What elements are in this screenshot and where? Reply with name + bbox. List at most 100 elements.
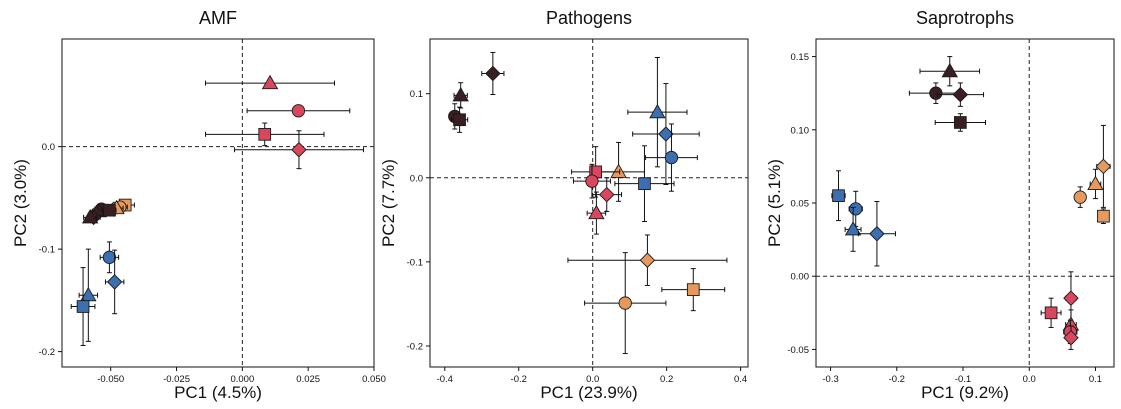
x-tick-label: -0.2 [511,374,527,385]
data-point [614,145,675,223]
x-axis-label: PC1 (4.5%) [174,383,262,402]
data-point [78,248,99,342]
red-circle-marker [585,174,599,188]
data-point [934,113,987,132]
data-point [1087,168,1104,200]
orange-triangle-marker [1087,175,1104,190]
data-point [592,141,645,202]
data-point [452,82,469,109]
y-tick-label: -0.1 [39,245,55,256]
x-tick-label: -0.3 [822,374,838,385]
data-point [233,130,364,170]
y-tick-label: 0.00 [791,272,810,283]
y-axis-label: PC2 (7.7%) [379,159,398,247]
dark-square-marker [954,116,967,129]
y-axis-label: PC2 (3.0%) [11,159,30,247]
data-point [102,203,117,217]
panel-title: AMF [199,8,237,28]
x-tick-label: 0.050 [362,374,386,385]
data-point [591,177,623,212]
x-tick-label: 0.0 [1023,374,1036,385]
y-tick-label: 0.0 [410,173,423,184]
data-point [1040,297,1062,328]
data-point [586,191,607,235]
data-point [81,209,99,224]
y-tick-label: -0.2 [39,347,55,358]
x-tick-label: 0.2 [660,374,673,385]
blue-square-marker [832,189,845,203]
red-triangle-marker [588,204,605,220]
blue-circle-marker [664,150,679,165]
data-point [104,249,125,315]
data-point [831,170,846,222]
orange-square-marker [686,283,700,296]
red-diamond-marker [1063,290,1079,306]
y-tick-label: 0.05 [791,199,810,210]
data-point [645,123,698,192]
y-tick-label: 0.10 [791,125,810,136]
orange-triangle-marker [610,163,627,178]
panel-title: Pathogens [546,8,632,28]
dark-triangle-marker [452,87,469,102]
dark-diamond-marker [952,86,969,103]
data-point [844,206,862,252]
x-tick-label: 0.0 [586,374,599,385]
y-tick-label: -0.2 [407,341,423,352]
blue-square-marker [638,177,651,190]
y-tick-label: 0.15 [791,52,810,63]
data-point [567,234,728,286]
plot-frame [61,38,375,368]
data-point [1095,124,1112,208]
data-point [70,267,96,346]
x-tick-label: -0.1 [955,374,971,385]
orange-diamond-marker [1095,158,1112,175]
plot-frame [815,38,1115,368]
data-points [70,74,364,346]
red-diamond-marker [291,141,307,158]
orange-circle-marker [1073,190,1087,204]
blue-circle-marker [102,250,117,264]
x-axis-label: PC1 (9.2%) [921,383,1009,402]
data-point [908,82,963,104]
data-point [919,56,981,87]
panel-title: Saprotrophs [916,8,1014,28]
data-point [204,122,325,147]
panel-0: AMF -0.050 -0.025 0.000 0.025 0.050 -0.2 -0.1 0.… [11,8,386,402]
x-tick-label: 0.025 [296,374,320,385]
blue-diamond-marker [869,225,885,242]
data-point [204,74,336,90]
panel-2: Saprotrophs -0.3 -0.2 -0.1 0.0 0.1 -0.05 0.00 0.… [765,8,1115,402]
data-point [450,106,469,133]
x-tick-label: -0.050 [97,374,124,385]
x-tick-label: -0.4 [437,374,453,385]
x-tick-label: 0.000 [230,374,254,385]
x-tick-label: 0.1 [1089,374,1102,385]
data-point [571,146,621,198]
dark-triangle-marker [941,62,958,78]
x-tick-label: -0.025 [163,374,190,385]
red-square-marker [258,127,272,141]
data-point [99,241,120,274]
data-point [584,252,667,355]
data-point [1073,186,1087,208]
y-tick-label: -0.1 [407,257,423,268]
dark-square-marker [453,113,466,127]
orange-square-marker [1097,209,1110,223]
blue-circle-marker [849,202,863,216]
red-diamond-marker [598,186,615,203]
x-axis-label: PC1 (23.9%) [540,383,637,402]
orange-circle-marker [618,296,632,310]
y-tick-label: 0.1 [410,89,423,100]
y-tick-label: 0.0 [42,142,55,153]
data-point [1063,325,1079,350]
data-point [1097,208,1110,224]
orange-diamond-marker [639,252,656,268]
data-point [661,268,726,312]
blue-triangle-marker [844,221,862,236]
blue-diamond-marker [658,126,674,142]
data-point [857,201,896,267]
blue-diamond-marker [106,274,123,290]
red-square-marker [1044,306,1058,320]
